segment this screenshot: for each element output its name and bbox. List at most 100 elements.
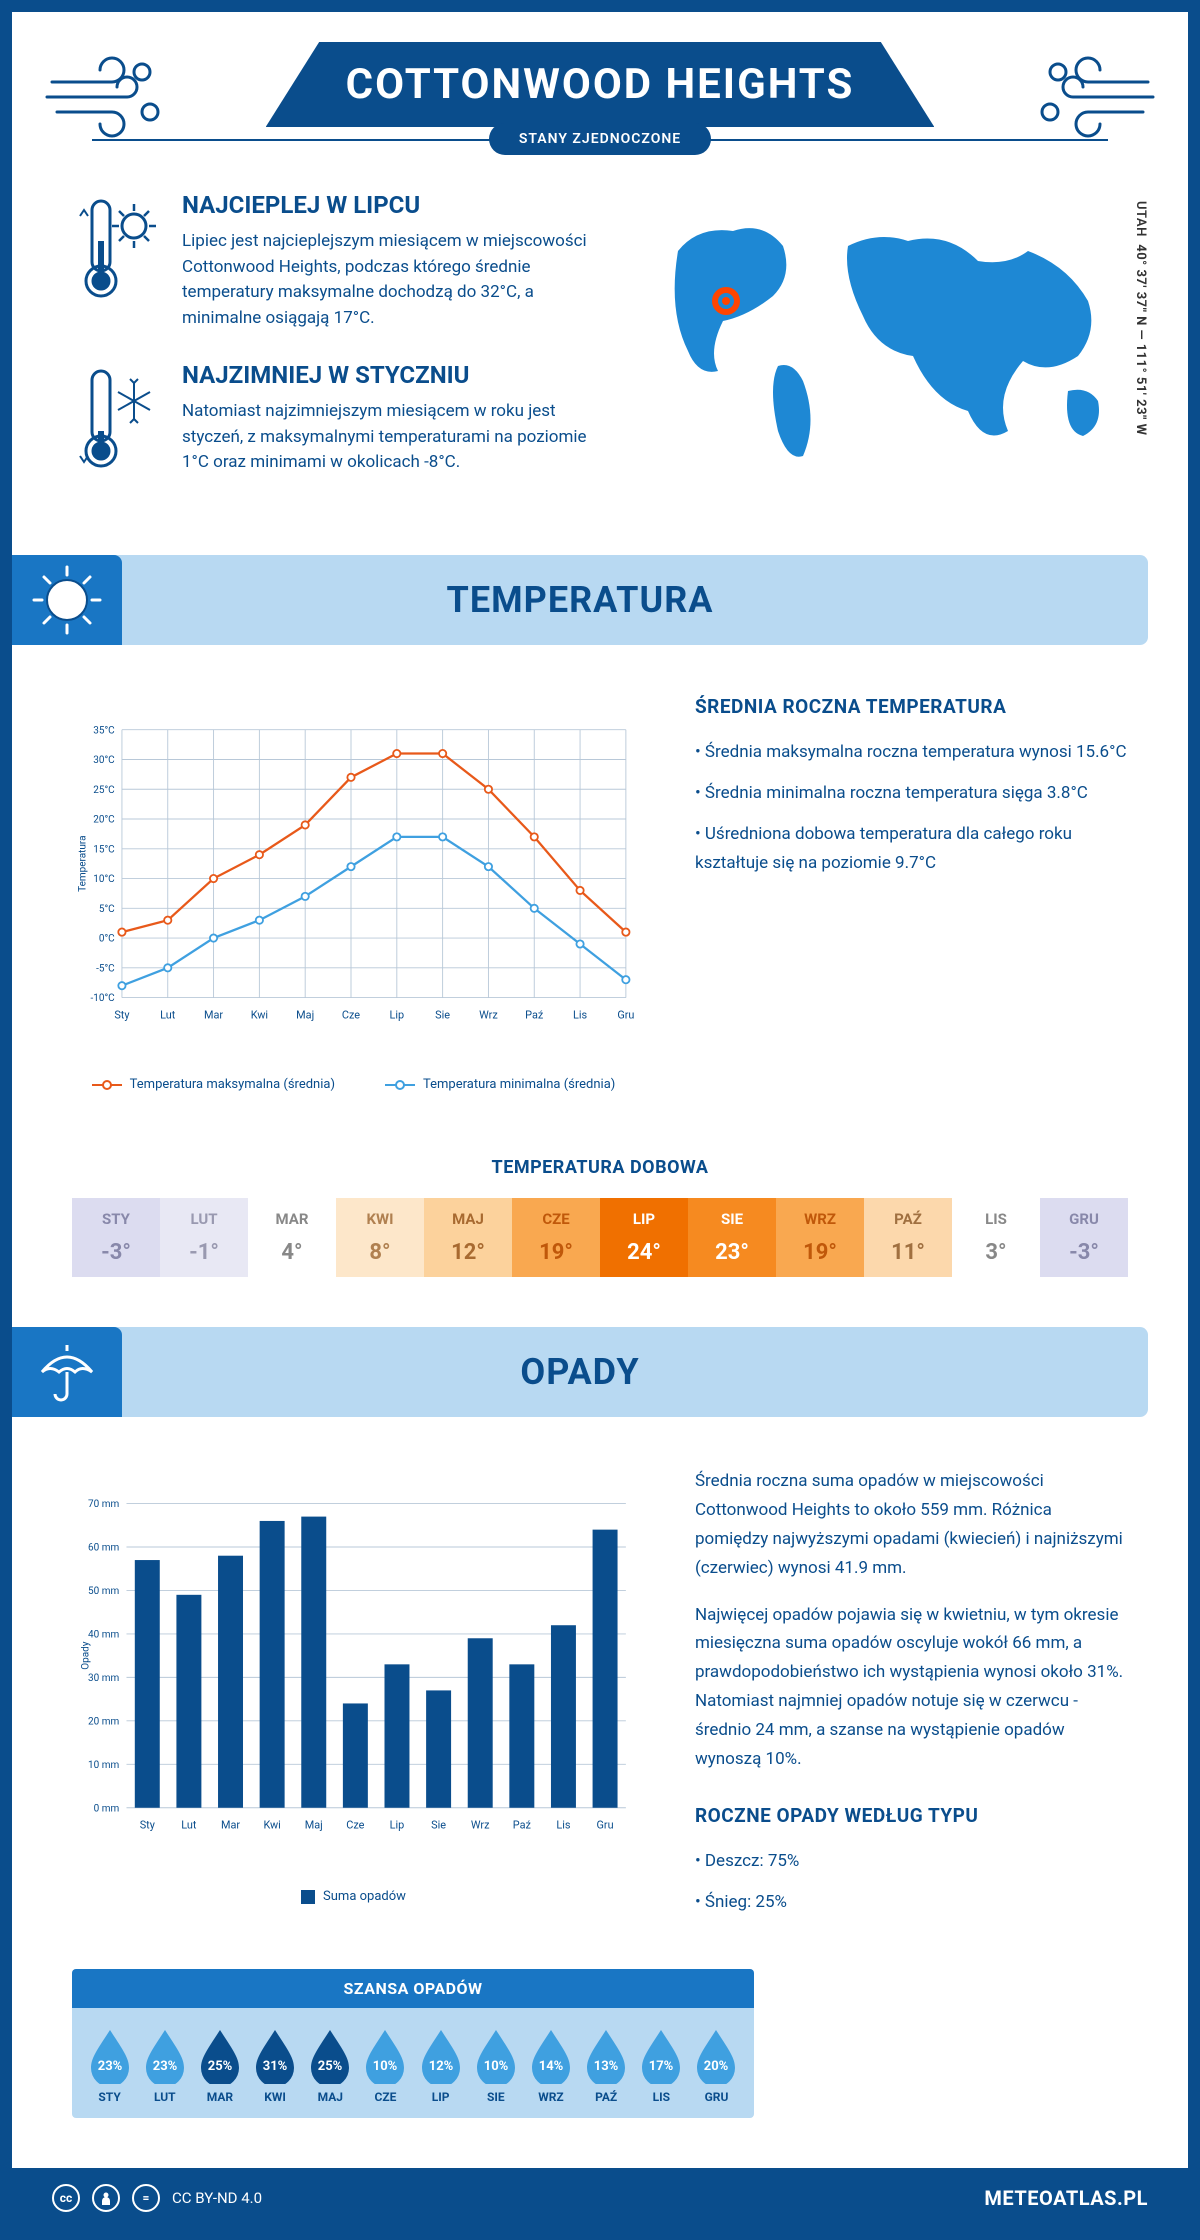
world-map-icon xyxy=(648,191,1128,471)
svg-text:20%: 20% xyxy=(704,2059,729,2074)
svg-text:-5°C: -5°C xyxy=(96,963,115,974)
thermometer-snow-icon xyxy=(72,361,162,481)
svg-text:30°C: 30°C xyxy=(93,755,115,766)
thermometer-sun-icon xyxy=(72,191,162,311)
svg-text:12%: 12% xyxy=(428,2059,453,2074)
precipitation-bar-chart: 0 mm10 mm20 mm30 mm40 mm50 mm60 mm70 mmS… xyxy=(72,1467,635,1867)
svg-text:25%: 25% xyxy=(208,2059,233,2074)
svg-text:Kwi: Kwi xyxy=(251,1008,268,1021)
chance-drop: 25%MAR xyxy=(194,2026,245,2104)
daily-cell: LUT-1° xyxy=(160,1198,248,1277)
svg-text:10%: 10% xyxy=(484,2059,509,2074)
svg-text:Lut: Lut xyxy=(181,1819,197,1832)
svg-text:Gru: Gru xyxy=(597,1819,614,1832)
svg-text:25°C: 25°C xyxy=(93,785,115,796)
daily-cell: CZE19° xyxy=(512,1198,600,1277)
daily-cell: KWI8° xyxy=(336,1198,424,1277)
svg-text:Kwi: Kwi xyxy=(263,1819,280,1832)
svg-text:Sty: Sty xyxy=(114,1008,130,1021)
daily-temp-grid: STY-3°LUT-1°MAR4°KWI8°MAJ12°CZE19°LIP24°… xyxy=(72,1198,1128,1277)
header: COTTONWOOD HEIGHTS STANY ZJEDNOCZONE xyxy=(12,12,1188,161)
svg-text:10°C: 10°C xyxy=(93,874,115,885)
chance-drop: 17%LIS xyxy=(636,2026,687,2104)
precip-para1: Średnia roczna suma opadów w miejscowośc… xyxy=(695,1467,1128,1583)
svg-text:70 mm: 70 mm xyxy=(88,1499,119,1510)
svg-text:Lip: Lip xyxy=(390,1008,405,1021)
svg-text:35°C: 35°C xyxy=(93,725,115,736)
bar-legend: Suma opadów xyxy=(72,1889,635,1904)
svg-text:Mar: Mar xyxy=(204,1008,223,1021)
chance-widget: SZANSA OPADÓW 23%STY23%LUT25%MAR31%KWI25… xyxy=(72,1969,754,2118)
svg-text:10%: 10% xyxy=(373,2059,398,2074)
coordinates: UTAH 40° 37' 37'' N — 111° 51' 23'' W xyxy=(1133,201,1148,435)
chance-drop: 10%SIE xyxy=(470,2026,521,2104)
svg-text:Gru: Gru xyxy=(617,1008,634,1021)
warmest-block: NAJCIEPLEJ W LIPCU Lipiec jest najcieple… xyxy=(72,191,588,331)
svg-text:Sie: Sie xyxy=(435,1008,450,1021)
coldest-block: NAJZIMNIEJ W STYCZNIU Natomiast najzimni… xyxy=(72,361,588,485)
chart-legend: Temperatura maksymalna (średnia) Tempera… xyxy=(72,1077,635,1092)
svg-text:Paź: Paź xyxy=(513,1819,532,1832)
daily-cell: MAR4° xyxy=(248,1198,336,1277)
warmest-text: Lipiec jest najcieplejszym miesiącem w m… xyxy=(182,229,588,331)
svg-text:13%: 13% xyxy=(594,2059,619,2074)
daily-cell: WRZ19° xyxy=(776,1198,864,1277)
legend-min: Temperatura minimalna (średnia) xyxy=(423,1077,615,1092)
svg-text:Mar: Mar xyxy=(221,1819,240,1832)
page-title: COTTONWOOD HEIGHTS xyxy=(346,60,855,109)
svg-text:40 mm: 40 mm xyxy=(88,1630,119,1641)
umbrella-icon xyxy=(32,1337,102,1407)
wind-icon xyxy=(1018,42,1158,142)
wind-icon xyxy=(42,42,182,142)
temp-bullet: • Średnia maksymalna roczna temperatura … xyxy=(695,738,1128,767)
chance-drop: 14%WRZ xyxy=(525,2026,576,2104)
svg-text:Maj: Maj xyxy=(305,1819,323,1832)
brand: METEOATLAS.PL xyxy=(984,2186,1148,2210)
nd-icon: = xyxy=(132,2184,160,2212)
svg-text:Sie: Sie xyxy=(431,1819,446,1832)
precipitation-banner: OPADY xyxy=(12,1327,1148,1417)
coldest-text: Natomiast najzimniejszym miesiącem w rok… xyxy=(182,399,588,476)
chance-drop: 20%GRU xyxy=(691,2026,742,2104)
svg-text:Sty: Sty xyxy=(140,1819,156,1832)
svg-text:Lis: Lis xyxy=(556,1819,571,1832)
svg-text:14%: 14% xyxy=(539,2059,564,2074)
chance-drop: 13%PAŹ xyxy=(581,2026,632,2104)
chance-drop: 25%MAJ xyxy=(305,2026,356,2104)
svg-text:31%: 31% xyxy=(263,2059,288,2074)
svg-text:25%: 25% xyxy=(318,2059,343,2074)
intro-section: NAJCIEPLEJ W LIPCU Lipiec jest najcieple… xyxy=(12,161,1188,555)
svg-text:Paź: Paź xyxy=(525,1008,544,1021)
avg-temp-title: ŚREDNIA ROCZNA TEMPERATURA xyxy=(695,695,1128,718)
type-bullets: • Deszcz: 75%• Śnieg: 25% xyxy=(695,1847,1128,1917)
footer: cc = CC BY-ND 4.0 METEOATLAS.PL xyxy=(12,2168,1188,2228)
precip-type-title: ROCZNE OPADY WEDŁUG TYPU xyxy=(695,1804,1128,1827)
svg-text:23%: 23% xyxy=(152,2059,177,2074)
svg-text:30 mm: 30 mm xyxy=(88,1673,119,1684)
type-bullet: • Deszcz: 75% xyxy=(695,1847,1128,1876)
daily-cell: SIE23° xyxy=(688,1198,776,1277)
license-text: CC BY-ND 4.0 xyxy=(172,2189,262,2207)
chance-drop: 23%STY xyxy=(84,2026,135,2104)
svg-text:Maj: Maj xyxy=(296,1008,314,1021)
svg-text:5°C: 5°C xyxy=(99,904,115,915)
daily-cell: MAJ12° xyxy=(424,1198,512,1277)
temp-bullet: • Średnia minimalna roczna temperatura s… xyxy=(695,779,1128,808)
svg-text:0 mm: 0 mm xyxy=(94,1803,120,1814)
sun-icon xyxy=(32,565,102,635)
daily-cell: GRU-3° xyxy=(1040,1198,1128,1277)
title-banner: COTTONWOOD HEIGHTS xyxy=(266,42,935,127)
daily-cell: STY-3° xyxy=(72,1198,160,1277)
svg-text:Cze: Cze xyxy=(346,1819,364,1832)
cc-icon: cc xyxy=(52,2184,80,2212)
daily-cell: LIS3° xyxy=(952,1198,1040,1277)
by-icon xyxy=(92,2184,120,2212)
legend-max: Temperatura maksymalna (średnia) xyxy=(130,1077,335,1092)
subtitle: STANY ZJEDNOCZONE xyxy=(489,123,711,155)
chance-drop: 12%LIP xyxy=(415,2026,466,2104)
temperature-banner: TEMPERATURA xyxy=(12,555,1148,645)
temp-bullet: • Uśredniona dobowa temperatura dla całe… xyxy=(695,820,1128,878)
coldest-title: NAJZIMNIEJ W STYCZNIU xyxy=(182,361,588,389)
svg-text:Lis: Lis xyxy=(573,1008,588,1021)
svg-text:60 mm: 60 mm xyxy=(88,1543,119,1554)
